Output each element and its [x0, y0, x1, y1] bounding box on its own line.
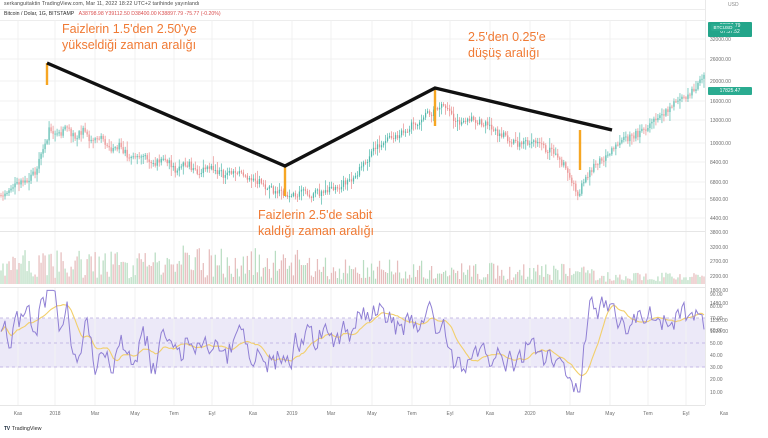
tv-mark-icon: TV [4, 426, 10, 432]
time-axis-label: Tem [169, 411, 179, 417]
tv-wordmark: TradingView [11, 426, 42, 432]
time-axis-label: Mar [326, 411, 336, 417]
rsi-tick: 80.00 [710, 303, 723, 310]
rsi-line [0, 289, 705, 393]
symbol-info-bar: Bitcoin / Dolar, 1G, BITSTAMP A38798.98 … [4, 11, 221, 17]
change-value: -75.77 (-0.20%) [184, 11, 221, 17]
time-axis-label: 2018 [49, 411, 61, 417]
price-tick: 5600.00 [710, 196, 729, 203]
price-tick: 13000.00 [710, 117, 731, 124]
last-price-time: 07:37:52 [720, 29, 740, 36]
time-axis-label: May [367, 411, 377, 417]
symbol-label[interactable]: Bitcoin / Dolar, 1G, BITSTAMP [4, 11, 75, 17]
price-tick: 1020.00 [710, 328, 729, 335]
price-chart-svg [0, 20, 705, 232]
publish-info: serkanguitaktin TradingView.com, Mar 11,… [4, 1, 200, 7]
pane-separator-2 [0, 287, 705, 288]
price-tick: 6800.00 [710, 179, 729, 186]
price-tick: 8400.00 [710, 159, 729, 166]
rsi-moving-average-line [0, 304, 705, 377]
time-axis-label: Kas [485, 411, 495, 417]
price-tick: 20000.00 [710, 78, 731, 85]
annotation-rate-fall: 2.5'den 0.25'e düşüş aralığı [468, 30, 546, 60]
time-axis-label: Kas [248, 411, 258, 417]
rsi-tick: 20.00 [710, 376, 723, 383]
price-pane[interactable] [0, 20, 705, 232]
highlight-price-value: 17825.47 [719, 88, 741, 94]
volume-bar-series [0, 245, 705, 284]
rsi-pane[interactable] [0, 288, 705, 405]
rsi-chart-svg [0, 288, 705, 405]
price-tick: 1130.00 [710, 317, 728, 324]
rsi-tick: 70.00 [710, 315, 723, 322]
volume-pane[interactable] [0, 232, 705, 284]
time-axis-label: 2019 [286, 411, 298, 417]
price-tick: 2200.00 [710, 273, 729, 280]
candlestick-series [0, 72, 705, 205]
time-axis[interactable]: Kas 2018 Mar May Tem Eyl Kas 2019 Mar May Tem Eyl Ka… [0, 405, 728, 426]
price-tick: 3200.00 [710, 244, 729, 251]
header-divider-top [0, 8, 705, 10]
time-axis-label: Tem [643, 411, 653, 417]
price-tick: 4400.00 [710, 215, 729, 222]
time-axis-label: May [605, 411, 615, 417]
time-axis-label: Kas [719, 411, 729, 417]
rsi-tick: 90.00 [710, 291, 723, 298]
time-axis-label: Kas [13, 411, 23, 417]
rsi-tick: 10.00 [710, 389, 723, 396]
currency-unit: USD [728, 1, 739, 8]
time-axis-label: Tem [407, 411, 417, 417]
annotation-rate-rise: Faizlerin 1.5'den 2.50'ye yükseldiği zam… [62, 22, 197, 52]
rsi-tick: 40.00 [710, 352, 723, 359]
price-tick: 16000.00 [710, 98, 731, 105]
price-scale[interactable]: USD 32000.00 26000.00 20000.00 16000.00 1300… [705, 0, 768, 405]
symbol-badge[interactable]: BTCUSD [711, 24, 735, 31]
rate-vertical-markers [45, 63, 582, 196]
highlight-price-badge[interactable]: 17825.47 [708, 87, 752, 96]
ohlc-values: A38798.98 Y39112.50 D38400.00 K38897.79 [78, 11, 184, 17]
time-axis-label: Eyl [446, 411, 454, 417]
volume-chart-svg [0, 232, 705, 284]
time-axis-label: Eyl [208, 411, 216, 417]
rsi-tick: 50.00 [710, 340, 723, 347]
price-tick: 1480.00 [710, 300, 729, 307]
time-axis-label: May [130, 411, 140, 417]
rsi-tick: 30.00 [710, 364, 723, 371]
price-tick: 10000.00 [710, 140, 731, 147]
rsi-30-70-band [0, 318, 705, 368]
price-tick: 26000.00 [710, 56, 731, 63]
annotation-rate-flat: Faizlerin 2.5'de sabit kaldığı zaman ara… [258, 208, 375, 238]
time-axis-label: Eyl [682, 411, 690, 417]
price-tick: 2700.00 [710, 258, 729, 265]
rsi-tick: 60.00 [710, 327, 723, 334]
tradingview-logo[interactable]: TV TradingView [4, 426, 41, 432]
pane-separator-1 [0, 231, 705, 232]
time-axis-label: Mar [90, 411, 100, 417]
time-axis-label: Mar [565, 411, 575, 417]
price-tick: 32000.00 [710, 36, 731, 43]
price-tick: 3800.00 [710, 229, 729, 236]
price-tick: 1800.00 [710, 287, 729, 294]
time-axis-label: 2020 [524, 411, 536, 417]
header-divider-bottom [0, 19, 705, 21]
rate-trend-polyline [46, 61, 613, 168]
